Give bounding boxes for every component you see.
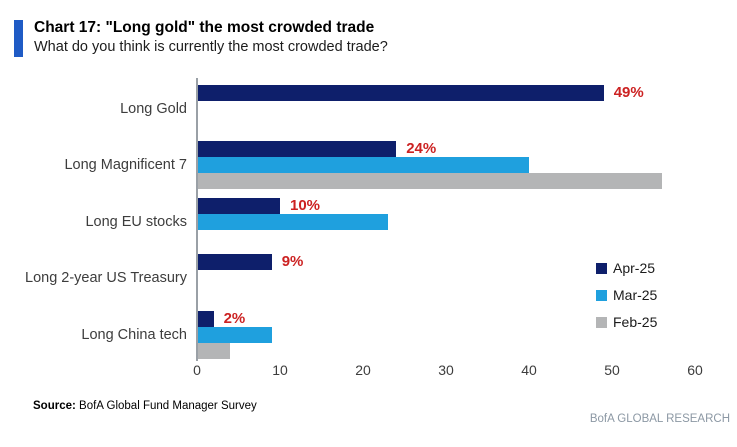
bar-mar-25 (197, 213, 388, 230)
bar-apr-25: 10% (197, 197, 320, 214)
bar-slot: 9% (197, 254, 695, 271)
bar-apr-25: 2% (197, 310, 245, 327)
title-accent-bar (14, 20, 23, 57)
legend-swatch (596, 316, 607, 328)
brand-text: BofA GLOBAL RESEARCH (589, 413, 730, 425)
chart-subtitle: What do you think is currently the most … (34, 39, 388, 55)
x-axis-tick-labels: 0 10 20 30 40 50 60 (193, 362, 703, 380)
legend-item-feb-25: Feb-25 (596, 314, 658, 330)
x-tick-label: 40 (521, 362, 537, 378)
x-tick-label: 20 (355, 362, 371, 378)
bar-group: 24% (197, 134, 695, 190)
bar-slot (197, 342, 695, 359)
x-tick-label: 0 (193, 362, 201, 378)
category-label: Long EU stocks (85, 213, 187, 230)
category-row: Long Magnificent 7 (0, 134, 187, 190)
bar-slot: 24% (197, 141, 695, 158)
category-row: Long EU stocks (0, 191, 187, 247)
source-label: Source: (33, 400, 76, 412)
bar-slot: 49% (197, 85, 695, 101)
legend-label: Mar-25 (613, 287, 658, 303)
legend-label: Apr-25 (613, 260, 656, 276)
bar-value-label: 10% (290, 196, 321, 214)
bar-group: 2% (197, 304, 695, 360)
bar-apr-25: 49% (197, 85, 644, 101)
bar-slot: 10% (197, 197, 695, 214)
category-row: Long Gold (0, 78, 187, 134)
source-line: Source: BofA Global Fund Manager Survey (33, 400, 257, 412)
legend-swatch (596, 289, 607, 301)
plot-area: 49% 24% 10% 9% 2% (197, 78, 695, 360)
legend-item-mar-25: Mar-25 (596, 287, 658, 303)
bar-slot (197, 157, 695, 174)
bar-slot: 2% (197, 310, 695, 327)
bar-slot (197, 173, 695, 190)
bar-mar-25 (197, 326, 272, 343)
bar-value-label: 2% (223, 309, 246, 327)
category-label: Long 2-year US Treasury (25, 270, 187, 287)
bar-value-label: 9% (281, 253, 304, 271)
x-tick-label: 50 (604, 362, 620, 378)
bar-slot (197, 117, 695, 133)
chart-title: Chart 17: "Long gold" the most crowded t… (34, 19, 375, 36)
category-label: Long Gold (120, 101, 187, 117)
bar-group: 10% (197, 191, 695, 247)
source-text: BofA Global Fund Manager Survey (75, 400, 257, 412)
x-tick-label: 60 (687, 362, 703, 378)
bar-slot (197, 101, 695, 117)
bar-feb-25 (197, 342, 231, 359)
bar-group: 9% (197, 247, 695, 303)
category-row: Long 2-year US Treasury (0, 247, 187, 303)
x-tick-label: 10 (272, 362, 288, 378)
bar-slot (197, 230, 695, 246)
category-label: Long China tech (81, 326, 187, 343)
legend-label: Feb-25 (613, 314, 658, 330)
bar-value-label: 49% (613, 84, 644, 101)
bar-mar-25 (197, 157, 529, 174)
category-row: Long China tech (0, 304, 187, 360)
category-label: Long Magnificent 7 (64, 157, 187, 174)
bar-apr-25: 9% (197, 254, 303, 271)
bar-value-label: 24% (406, 140, 437, 158)
bar-slot (197, 213, 695, 230)
category-axis-labels: Long Gold Long Magnificent 7 Long EU stock… (0, 78, 187, 360)
bar-slot (197, 326, 695, 343)
chart-legend: Apr-25 Mar-25 Feb-25 (596, 260, 658, 330)
bar-feb-25 (197, 173, 662, 190)
x-tick-label: 30 (438, 362, 454, 378)
legend-item-apr-25: Apr-25 (596, 260, 657, 276)
legend-swatch (596, 262, 607, 274)
y-axis-line (196, 78, 198, 361)
bar-group: 49% (197, 78, 695, 134)
bar-apr-25: 24% (197, 141, 436, 158)
